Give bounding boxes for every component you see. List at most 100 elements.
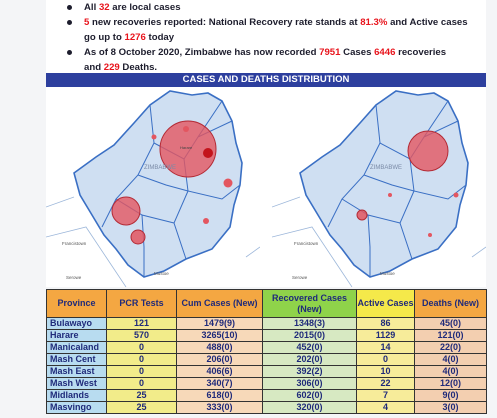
cases-map-svg: ZIMBABWE Harare Francistown Serowe Musto… xyxy=(46,87,260,287)
header-cum-cases: Cum Cases (New) xyxy=(176,289,263,318)
cell-province: Harare xyxy=(46,329,107,342)
bullet-number: 81.3% xyxy=(360,17,388,28)
maps-panel: ZIMBABWE Harare Francistown Serowe Musto… xyxy=(46,87,486,287)
cell-cum-cases: 618(0) xyxy=(176,389,263,402)
harare-circle xyxy=(407,130,449,172)
cell-deaths: 45(0) xyxy=(414,317,487,330)
bullet-number: 229 xyxy=(103,62,120,73)
cell-active: 4 xyxy=(356,401,415,414)
map-label-serowe: Serowe xyxy=(292,275,308,280)
mash-cent-circle xyxy=(183,126,189,132)
cell-recovered: 452(0) xyxy=(262,341,357,354)
bullet-item: All 32 are local cases xyxy=(64,0,486,15)
bullet-number: 7951 xyxy=(319,47,341,58)
cell-recovered: 2015(0) xyxy=(262,329,357,342)
bullet-text: Deaths. xyxy=(119,62,158,73)
cell-deaths: 4(0) xyxy=(414,365,487,378)
cell-recovered: 392(2) xyxy=(262,365,357,378)
cell-pcr-tests: 0 xyxy=(106,341,177,354)
cell-deaths: 9(0) xyxy=(414,389,487,402)
bullet-text: are local cases xyxy=(109,2,181,13)
outer-region xyxy=(272,196,486,287)
manicaland-circle xyxy=(453,192,459,198)
bullet-text: and Active cases xyxy=(387,17,468,28)
bullet-text: Cases xyxy=(340,47,375,58)
cell-active: 86 xyxy=(356,317,415,330)
bullet-number: 5 xyxy=(84,17,90,28)
harare-dot xyxy=(203,148,213,158)
cases-map: ZIMBABWE Harare Francistown Serowe Musto… xyxy=(46,87,260,287)
bullet-text: today xyxy=(145,32,175,43)
cell-active: 10 xyxy=(356,365,415,378)
outer-region xyxy=(46,196,260,287)
map-label-zimbabwe: ZIMBABWE xyxy=(144,165,176,171)
bullet-number: 1276 xyxy=(124,32,146,43)
map-label-mustoe: Mustoe xyxy=(380,271,395,276)
table-header-row: Province PCR Tests Cum Cases (New) Recov… xyxy=(46,289,487,318)
cell-cum-cases: 333(0) xyxy=(176,401,263,414)
cell-pcr-tests: 121 xyxy=(106,317,177,330)
bulawayo-circle xyxy=(111,196,141,226)
bullet-continuation: go up to 1276 today xyxy=(84,30,486,45)
cell-deaths: 12(0) xyxy=(414,377,487,390)
cell-active: 0 xyxy=(356,353,415,366)
bullet-text: and xyxy=(84,62,104,73)
bullet-item: 5 new recoveries reported: National Reco… xyxy=(64,15,486,45)
cell-active: 14 xyxy=(356,341,415,354)
cell-deaths: 22(0) xyxy=(414,341,487,354)
cell-province: Mash East xyxy=(46,365,107,378)
cell-pcr-tests: 25 xyxy=(106,389,177,402)
masvingo-circle xyxy=(428,233,432,237)
bullet-text: new recoveries reported: National Recove… xyxy=(89,17,361,28)
bullet-text: As of 8 October 2020, Zimbabwe has now r… xyxy=(84,47,320,58)
cell-province: Mash Cent xyxy=(46,353,107,366)
bullet-text: All xyxy=(84,2,99,13)
cell-province: Bulawayo xyxy=(46,317,107,330)
cell-deaths: 4(0) xyxy=(414,353,487,366)
bullet-text: go up to xyxy=(84,32,125,43)
map-label-mustoe: Mustoe xyxy=(154,271,169,276)
table-row: Mash West 0 340(7) 306(0) 22 12(0) xyxy=(46,377,487,390)
cell-province: Mash West xyxy=(46,377,107,390)
manicaland-circle xyxy=(223,178,233,188)
header-active: Active Cases xyxy=(356,289,415,318)
cell-cum-cases: 206(0) xyxy=(176,353,263,366)
bullet-number: 6446 xyxy=(374,47,396,58)
table-body: Bulawayo 121 1479(9) 1348(3) 86 45(0) Harare 57… xyxy=(46,317,487,414)
table-row: Midlands 25 618(0) 602(0) 7 9(0) xyxy=(46,389,487,402)
cell-pcr-tests: 0 xyxy=(106,353,177,366)
cell-pcr-tests: 570 xyxy=(106,329,177,342)
cell-cum-cases: 488(0) xyxy=(176,341,263,354)
header-pcr-tests: PCR Tests xyxy=(106,289,177,318)
table-row: Bulawayo 121 1479(9) 1348(3) 86 45(0) xyxy=(46,317,487,330)
cell-deaths: 3(0) xyxy=(414,401,487,414)
cell-cum-cases: 1479(9) xyxy=(176,317,263,330)
cell-recovered: 202(0) xyxy=(262,353,357,366)
map-label-francistown: Francistown xyxy=(62,241,87,246)
cell-province: Manicaland xyxy=(46,341,107,354)
bullet-list: All 32 are local cases 5 new recoveries … xyxy=(46,0,486,74)
map-label-serowe: Serowe xyxy=(66,275,82,280)
table-row: Manicaland 0 488(0) 452(0) 14 22(0) xyxy=(46,341,487,354)
header-province: Province xyxy=(46,289,107,318)
bullet-continuation: and 229 Deaths. xyxy=(84,60,486,75)
cell-deaths: 121(0) xyxy=(414,329,487,342)
map-label-francistown: Francistown xyxy=(294,241,319,246)
cell-recovered: 306(0) xyxy=(262,377,357,390)
midlands-circle xyxy=(130,229,146,245)
cell-province: Masvingo xyxy=(46,401,107,414)
cell-pcr-tests: 25 xyxy=(106,401,177,414)
table-row: Mash Cent 0 206(0) 202(0) 0 4(0) xyxy=(46,353,487,366)
header-recovered: Recovered Cases (New) xyxy=(262,289,357,318)
bullet-number: 32 xyxy=(98,2,110,13)
cell-active: 7 xyxy=(356,389,415,402)
table-row: Mash East 0 406(6) 392(2) 10 4(0) xyxy=(46,365,487,378)
province-table: Province PCR Tests Cum Cases (New) Recov… xyxy=(46,289,487,414)
cell-recovered: 320(0) xyxy=(262,401,357,414)
cell-cum-cases: 340(7) xyxy=(176,377,263,390)
table-row: Masvingo 25 333(0) 320(0) 4 3(0) xyxy=(46,401,487,414)
midlands-circle xyxy=(388,193,392,197)
masvingo-circle xyxy=(203,218,209,224)
bullet-item: As of 8 October 2020, Zimbabwe has now r… xyxy=(64,45,486,75)
